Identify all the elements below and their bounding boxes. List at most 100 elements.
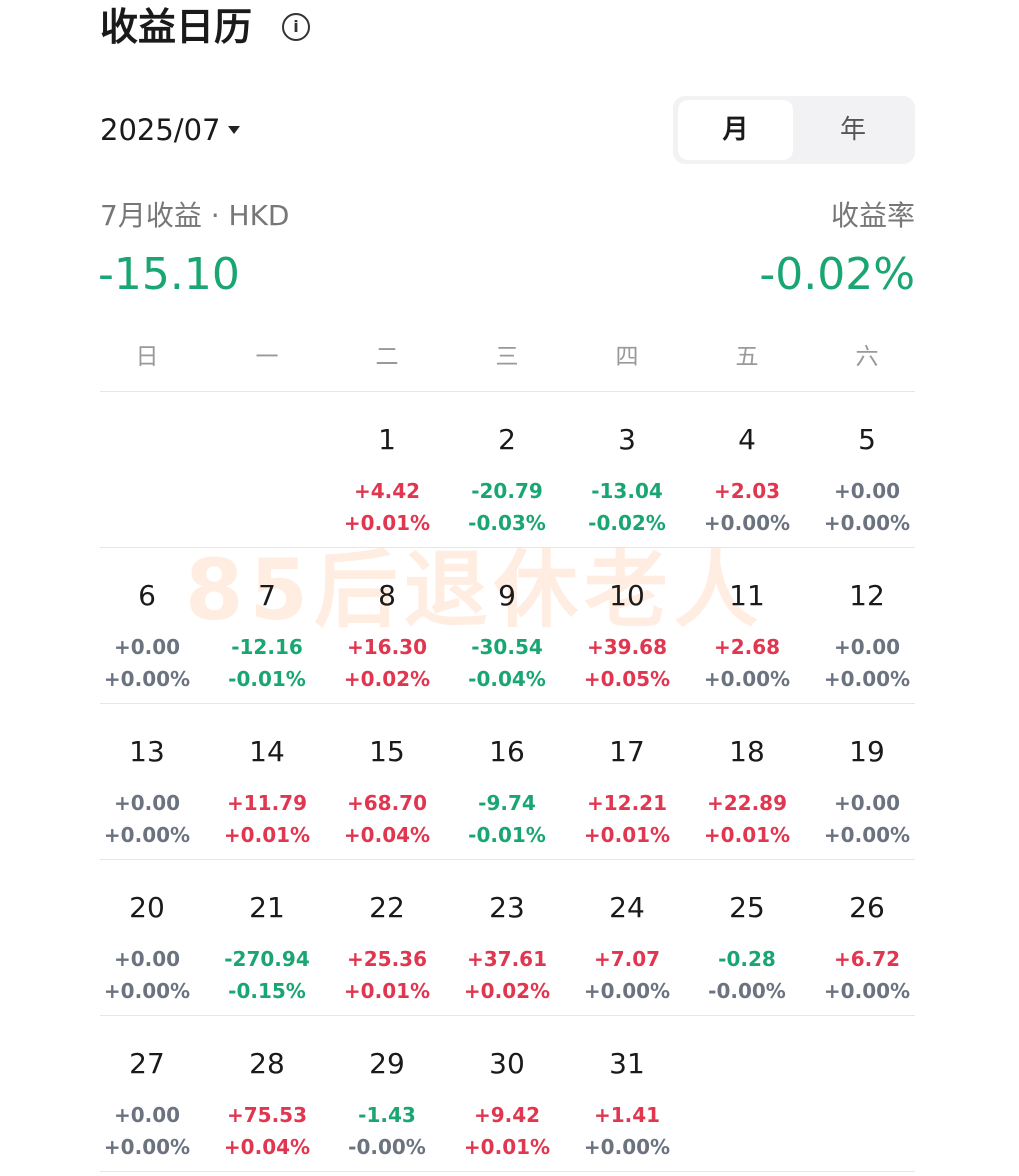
day-amount: +0.00 (113, 635, 181, 659)
day-amount: +9.42 (473, 1103, 541, 1127)
weekday-label: 三 (495, 344, 519, 370)
day-amount: +0.00 (113, 791, 181, 815)
day-rate: -0.02% (588, 511, 666, 535)
day-number[interactable]: 27 (129, 1047, 165, 1080)
day-number[interactable]: 16 (489, 735, 525, 768)
rate-value: -0.02% (759, 249, 915, 300)
summary-value: -15.10 (98, 249, 240, 300)
day-number[interactable]: 24 (609, 891, 645, 924)
day-amount: +12.21 (586, 791, 668, 815)
day-rate: -0.03% (468, 511, 546, 535)
day-amount: +0.00 (833, 791, 901, 815)
day-amount: +2.03 (713, 479, 781, 503)
day-rate: -0.00% (348, 1135, 426, 1159)
day-rate: +0.00% (823, 511, 911, 535)
day-number[interactable]: 29 (369, 1047, 405, 1080)
day-number[interactable]: 22 (369, 891, 405, 924)
day-number[interactable]: 10 (609, 579, 645, 612)
day-rate: +0.01% (583, 823, 671, 847)
day-number[interactable]: 23 (489, 891, 525, 924)
day-rate: +0.04% (343, 823, 431, 847)
day-amount: -0.28 (718, 947, 776, 971)
day-rate: +0.02% (343, 667, 431, 691)
day-amount: -270.94 (224, 947, 310, 971)
day-number[interactable]: 15 (369, 735, 405, 768)
day-rate: -0.15% (228, 979, 306, 1003)
day-number[interactable]: 14 (249, 735, 285, 768)
day-number[interactable]: 2 (498, 423, 516, 456)
day-number[interactable]: 11 (729, 579, 765, 612)
day-rate: -0.00% (708, 979, 786, 1003)
day-rate: +0.01% (223, 823, 311, 847)
divider (100, 547, 915, 548)
weekday-label: 四 (615, 344, 639, 370)
day-rate: +0.00% (103, 979, 191, 1003)
day-number[interactable]: 17 (609, 735, 645, 768)
divider (100, 1171, 915, 1172)
day-amount: +68.70 (346, 791, 428, 815)
page-title: 收益日历 (100, 5, 253, 49)
day-amount: -9.74 (478, 791, 536, 815)
day-number[interactable]: 13 (129, 735, 165, 768)
day-number[interactable]: 31 (609, 1047, 645, 1080)
tab-year[interactable]: 年 (839, 115, 866, 145)
day-number[interactable]: 26 (849, 891, 885, 924)
day-number[interactable]: 9 (498, 579, 516, 612)
day-rate: +0.00% (823, 667, 911, 691)
day-rate: -0.04% (468, 667, 546, 691)
day-number[interactable]: 18 (729, 735, 765, 768)
day-number[interactable]: 12 (849, 579, 885, 612)
day-number[interactable]: 30 (489, 1047, 525, 1080)
divider (100, 391, 915, 392)
day-amount: +0.00 (113, 1103, 181, 1127)
month-selector[interactable]: 2025/07 (100, 113, 221, 147)
day-amount: +7.07 (593, 947, 661, 971)
day-rate: +0.00% (823, 979, 911, 1003)
divider (100, 859, 915, 860)
day-rate: +0.00% (103, 1135, 191, 1159)
day-amount: +75.53 (226, 1103, 308, 1127)
day-rate: +0.01% (343, 511, 431, 535)
day-amount: +1.41 (593, 1103, 661, 1127)
day-amount: -1.43 (358, 1103, 416, 1127)
day-number[interactable]: 4 (738, 423, 756, 456)
day-rate: +0.00% (583, 979, 671, 1003)
day-number[interactable]: 21 (249, 891, 285, 924)
day-rate: +0.01% (343, 979, 431, 1003)
day-amount: -20.79 (471, 479, 543, 503)
day-amount: -30.54 (471, 635, 543, 659)
day-rate: +0.00% (703, 667, 791, 691)
day-rate: -0.01% (228, 667, 306, 691)
watermark: 85后退休老人 (185, 541, 764, 639)
day-number[interactable]: 28 (249, 1047, 285, 1080)
info-icon[interactable]: i (282, 13, 310, 41)
day-number[interactable]: 7 (258, 579, 276, 612)
day-number[interactable]: 8 (378, 579, 396, 612)
day-number[interactable]: 1 (378, 423, 396, 456)
day-number[interactable]: 20 (129, 891, 165, 924)
tab-month[interactable]: 月 (678, 100, 793, 160)
day-amount: -12.16 (231, 635, 303, 659)
day-number[interactable]: 6 (138, 579, 156, 612)
day-rate: +0.00% (103, 823, 191, 847)
day-amount: +0.00 (833, 635, 901, 659)
day-number[interactable]: 5 (858, 423, 876, 456)
day-rate: +0.01% (703, 823, 791, 847)
day-amount: +0.00 (113, 947, 181, 971)
weekday-label: 二 (375, 344, 399, 370)
day-rate: +0.04% (223, 1135, 311, 1159)
day-number[interactable]: 25 (729, 891, 765, 924)
day-amount: +2.68 (713, 635, 781, 659)
dropdown-caret[interactable] (228, 126, 240, 134)
day-number[interactable]: 3 (618, 423, 636, 456)
day-amount: +16.30 (346, 635, 428, 659)
weekday-label: 一 (255, 344, 279, 370)
divider (100, 703, 915, 704)
day-rate: +0.01% (463, 1135, 551, 1159)
day-rate: +0.00% (703, 511, 791, 535)
day-number[interactable]: 19 (849, 735, 885, 768)
day-rate: +0.00% (103, 667, 191, 691)
day-rate: +0.05% (583, 667, 671, 691)
day-amount: +0.00 (833, 479, 901, 503)
